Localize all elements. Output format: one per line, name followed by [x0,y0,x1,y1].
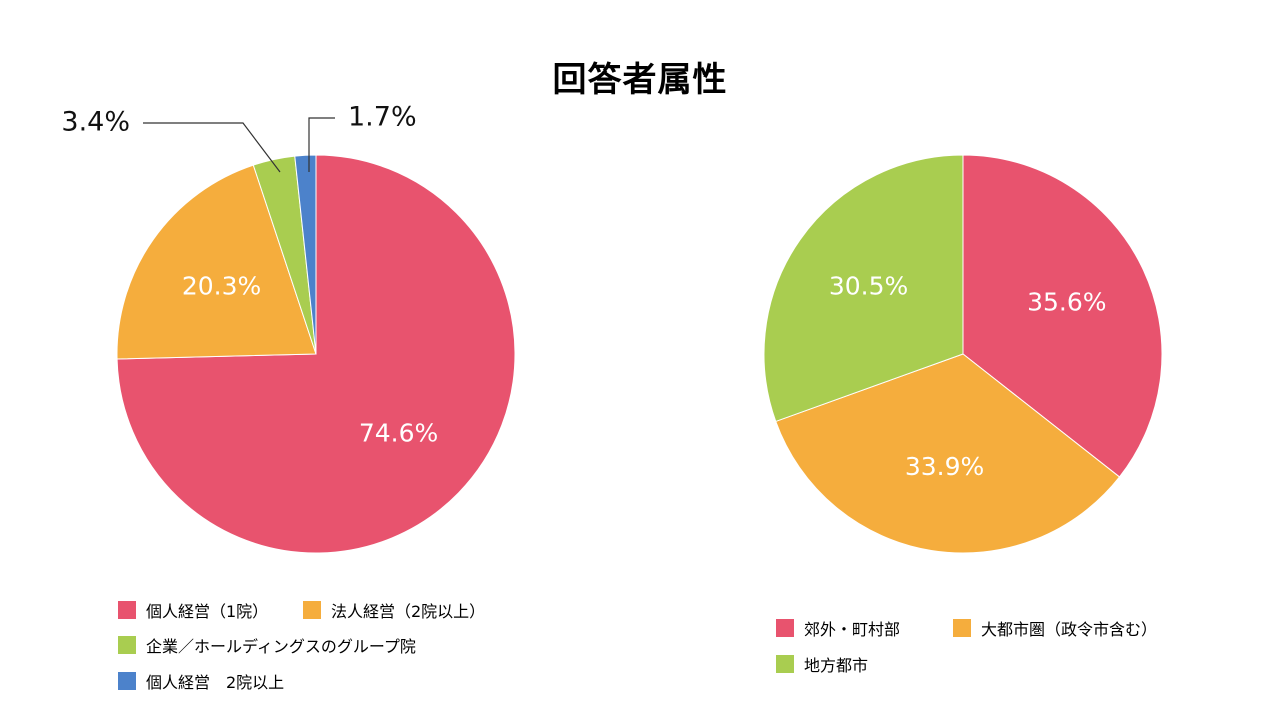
legend-label: 個人経営 2院以上 [146,673,285,692]
slice-data-label: 1.7% [348,102,417,133]
legend-item-kojin-1in: 個人経営（1院） [118,599,268,621]
slice-data-label: 30.5% [829,272,908,301]
pie-slice [962,154,1163,478]
slice-data-label: 20.3% [182,272,261,301]
legend-item-group: 企業／ホールディングスのグループ院 [118,634,416,656]
page-title: 回答者属性 [552,60,728,100]
slice-data-label: 33.9% [905,452,984,481]
legend-swatch [953,619,971,637]
slice-data-label: 35.6% [1027,288,1106,317]
legend-label: 個人経営（1院） [146,602,269,621]
legend-swatch [776,655,794,673]
legend-item-daitoshi: 大都市圏（政令市含む） [953,617,1157,639]
legend-swatch [118,636,136,654]
slice-data-label: 3.4% [61,107,130,138]
pie-slice [763,154,964,423]
legend-swatch [118,672,136,690]
legend-label: 大都市圏（政令市含む） [981,620,1158,639]
leader-line [143,122,281,173]
pie-slice [116,164,317,360]
legend-item-hojin: 法人経営（2院以上） [303,599,485,621]
pie-slice [294,154,317,355]
legend-item-kogai: 郊外・町村部 [776,617,900,639]
legend-item-kojin-2in: 個人経営 2院以上 [118,670,284,692]
legend-label: 法人経営（2院以上） [331,602,486,621]
legend-label: 郊外・町村部 [804,620,901,639]
slice-data-label: 74.6% [359,419,438,448]
legend-swatch [303,601,321,619]
leader-line [308,117,335,172]
pie-slice [775,353,1121,554]
legend-label: 企業／ホールディングスのグループ院 [146,637,416,656]
legend-swatch [118,601,136,619]
legend-label: 地方都市 [804,656,869,675]
legend-item-chiho: 地方都市 [776,653,868,675]
legend-swatch [776,619,794,637]
